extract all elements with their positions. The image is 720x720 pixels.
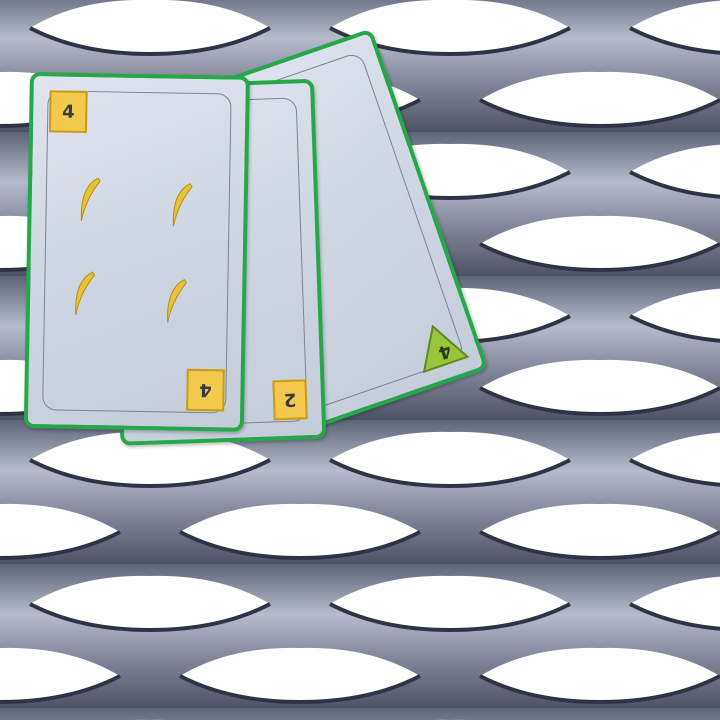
- banana-icon: [172, 183, 193, 227]
- banana-icon: [167, 279, 187, 323]
- card-corner-value: 4: [61, 101, 75, 123]
- hand-card-front[interactable]: 4 4: [23, 72, 250, 432]
- banana-icon: [75, 271, 96, 315]
- card-frame: [42, 90, 232, 414]
- triangle-badge-icon: [422, 324, 470, 374]
- card-corner-badge-bottom: 4: [186, 368, 225, 412]
- banana-icon: [80, 177, 101, 222]
- card-corner-value: 2: [283, 389, 297, 411]
- hand-card-back[interactable]: 4: [186, 28, 489, 433]
- card-corner-value: 4: [199, 379, 212, 401]
- card-corner-badge-top: 4: [48, 90, 88, 134]
- card-corner-badge: 2: [272, 379, 308, 421]
